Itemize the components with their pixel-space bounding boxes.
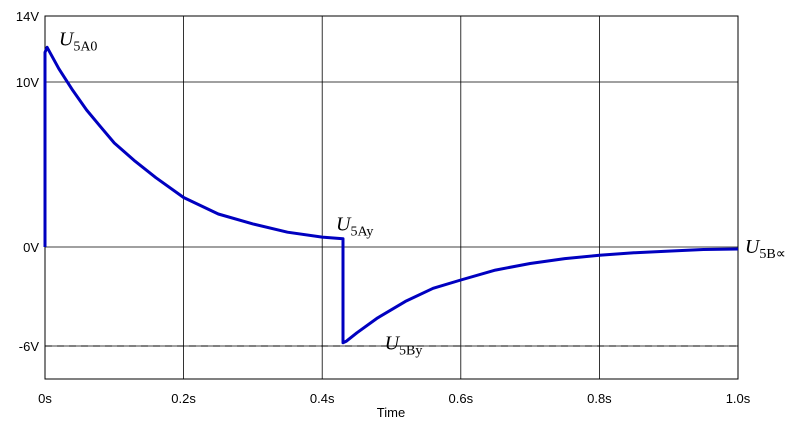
x-tick-label: 1.0s [726, 391, 751, 406]
x-tick-label: 0.4s [310, 391, 335, 406]
y-tick-label: -6V [19, 339, 40, 354]
x-tick-label: 0.8s [587, 391, 612, 406]
annotation-label: U5A0 [59, 29, 98, 55]
x-tick-labels: 0s 0.2s 0.4s 0.6s 0.8s 1.0s [38, 391, 751, 406]
plot-frame [44, 15, 739, 380]
x-tick-label: 0.6s [449, 391, 474, 406]
x-tick-label: 0s [38, 391, 52, 406]
y-tick-label: 10V [16, 75, 39, 90]
y-tick-labels: 14V 10V 0V -6V [16, 9, 39, 354]
series-line [43, 45, 739, 345]
annotation-label: U5Ay [336, 214, 373, 240]
y-tick-label: 0V [23, 240, 39, 255]
series-group [43, 45, 739, 345]
y-tick-label: 14V [16, 9, 39, 24]
x-axis-label: Time [377, 405, 405, 420]
annotations: U5A0 U5Ay U5By U5B∝ [59, 29, 786, 359]
annotation-label: U5B∝ [745, 236, 786, 262]
annotation-label: U5By [385, 332, 423, 358]
x-tick-label: 0.2s [171, 391, 196, 406]
